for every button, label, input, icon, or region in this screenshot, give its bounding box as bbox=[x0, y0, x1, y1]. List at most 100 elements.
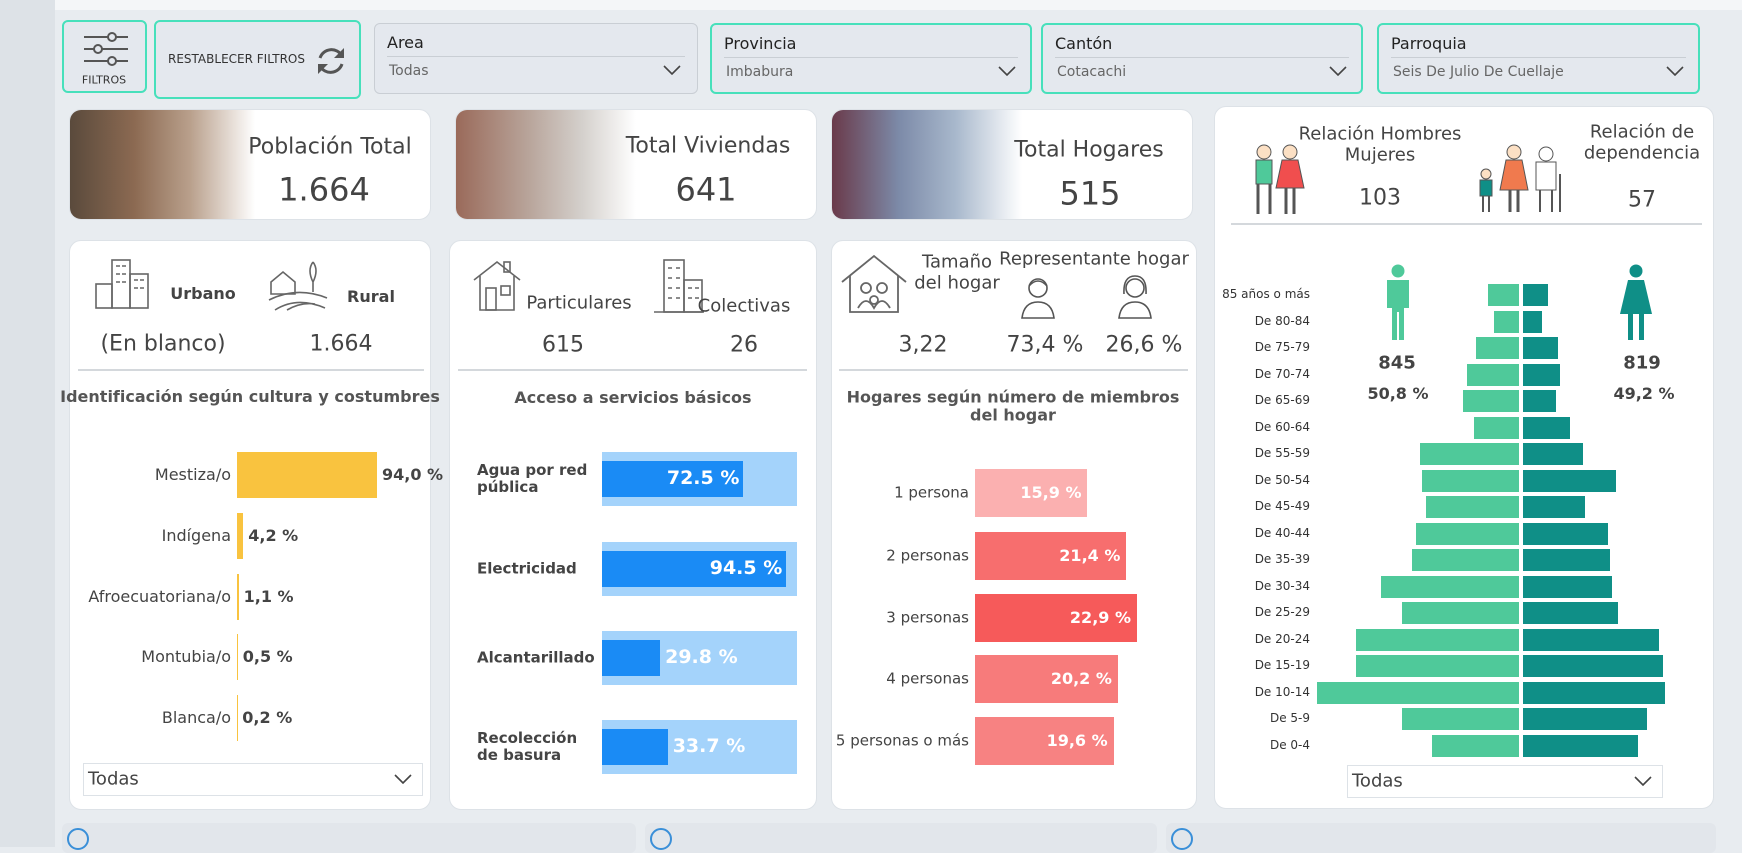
female-share: 49,2 % bbox=[1613, 385, 1674, 403]
household-head-value: 73,4 % bbox=[1007, 332, 1084, 357]
bottom-panel bbox=[62, 823, 636, 853]
bottom-panel bbox=[645, 823, 1157, 853]
dropdown-value: Todas bbox=[1352, 772, 1403, 793]
house-icon bbox=[470, 256, 524, 314]
chart-title: Hogares según número de miembros del hog… bbox=[843, 389, 1183, 426]
value-label: 21,4 % bbox=[1059, 547, 1120, 565]
separator bbox=[839, 369, 1188, 371]
dropdown-value: Todas bbox=[88, 770, 139, 791]
housing-value: 26 bbox=[730, 332, 758, 357]
age-label: De 0-4 bbox=[1270, 739, 1310, 753]
bar-male bbox=[1474, 417, 1519, 439]
age-label: De 70-74 bbox=[1255, 368, 1310, 382]
bar bbox=[237, 513, 243, 559]
chevron bbox=[1666, 66, 1684, 76]
household-size-label: Tamaño del hogar bbox=[912, 252, 1002, 293]
male-total: 845 bbox=[1378, 354, 1416, 375]
housing-value: 615 bbox=[542, 332, 584, 357]
value-label: 94.5 % bbox=[710, 558, 783, 580]
bar-female bbox=[1523, 682, 1665, 704]
dropdown-divider bbox=[1055, 57, 1349, 58]
age-label: 85 años o más bbox=[1222, 288, 1310, 302]
age-label: De 40-44 bbox=[1255, 527, 1310, 541]
age-label: De 35-39 bbox=[1255, 553, 1310, 567]
bar-female bbox=[1523, 311, 1542, 333]
housing-label: Colectivas bbox=[698, 297, 791, 318]
value-label: 72.5 % bbox=[667, 468, 740, 490]
bar-male bbox=[1467, 364, 1519, 386]
bar-male bbox=[1420, 443, 1519, 465]
bar-female bbox=[1523, 523, 1608, 545]
bar-female bbox=[1523, 735, 1638, 757]
separator bbox=[1231, 223, 1702, 225]
top-strip bbox=[55, 0, 1742, 10]
age-label: De 25-29 bbox=[1255, 606, 1310, 620]
chart-title: Identificación según cultura y costumbre… bbox=[60, 388, 440, 406]
bar-female bbox=[1523, 470, 1616, 492]
kpi-value: 515 bbox=[1059, 176, 1120, 213]
category-label: 4 personas bbox=[886, 670, 969, 687]
value-label: 20,2 % bbox=[1051, 670, 1112, 688]
separator bbox=[78, 369, 424, 371]
category-label: Afroecuatoriana/o bbox=[88, 588, 231, 606]
category-label: Montubia/o bbox=[141, 648, 231, 666]
value-label: 15,9 % bbox=[1020, 484, 1081, 502]
value-label: 29.8 % bbox=[665, 647, 738, 669]
category-label: 1 persona bbox=[894, 484, 969, 501]
female-total: 819 bbox=[1623, 354, 1661, 375]
chevron bbox=[394, 774, 412, 784]
man-icon bbox=[1018, 272, 1058, 322]
filter-icon bbox=[82, 30, 130, 68]
dropdown-divider bbox=[1391, 57, 1686, 58]
sidebar bbox=[0, 0, 55, 847]
age-label: De 50-54 bbox=[1255, 474, 1310, 488]
bar-female bbox=[1523, 602, 1618, 624]
bar-female bbox=[1523, 417, 1570, 439]
household-size: 3,22 bbox=[899, 332, 948, 357]
age-label: De 60-64 bbox=[1255, 421, 1310, 435]
ratio-value: 103 bbox=[1359, 185, 1401, 210]
info-icon bbox=[66, 827, 90, 851]
ratio-value: 57 bbox=[1628, 187, 1656, 212]
category-label: 5 personas o más bbox=[836, 732, 969, 749]
bottom-panel bbox=[1166, 823, 1716, 853]
info-icon bbox=[649, 827, 673, 851]
bar-male bbox=[1488, 284, 1519, 306]
dropdown-value: Seis De Julio De Cuellaje bbox=[1393, 64, 1564, 80]
bar bbox=[602, 729, 668, 765]
dropdown-label: Cantón bbox=[1055, 35, 1112, 53]
bar-female bbox=[1523, 496, 1585, 518]
dropdown-label: Area bbox=[387, 34, 424, 52]
value-label: 4,2 % bbox=[248, 527, 298, 545]
bar-male bbox=[1402, 602, 1519, 624]
woman-icon bbox=[1115, 272, 1155, 322]
area-value: 1.664 bbox=[310, 331, 373, 356]
category-label: Mestiza/o bbox=[155, 466, 231, 484]
filter-label: FILTROS bbox=[82, 75, 126, 88]
dropdown[interactable]: Todas bbox=[1347, 765, 1663, 798]
photo bbox=[832, 110, 1022, 220]
kpi-card bbox=[69, 109, 431, 220]
housing-label: Particulares bbox=[526, 294, 631, 315]
dropdown[interactable]: Todas bbox=[83, 763, 423, 796]
value-label: 94,0 % bbox=[382, 466, 443, 484]
bar-male bbox=[1432, 735, 1519, 757]
bar-male bbox=[1463, 390, 1519, 412]
value-label: 22,9 % bbox=[1070, 609, 1131, 627]
household-head-value: 26,6 % bbox=[1106, 332, 1183, 357]
bar-female bbox=[1523, 390, 1556, 412]
bar-male bbox=[1416, 523, 1519, 545]
value-label: 33.7 % bbox=[673, 736, 746, 758]
bar-male bbox=[1402, 708, 1519, 730]
kpi-label: Total Viviendas bbox=[626, 133, 791, 158]
bar-female bbox=[1523, 655, 1663, 677]
category-label: 2 personas bbox=[886, 547, 969, 564]
value-label: 19,6 % bbox=[1047, 732, 1108, 750]
bar-male bbox=[1476, 337, 1519, 359]
bar-female bbox=[1523, 576, 1612, 598]
age-label: De 5-9 bbox=[1270, 712, 1310, 726]
